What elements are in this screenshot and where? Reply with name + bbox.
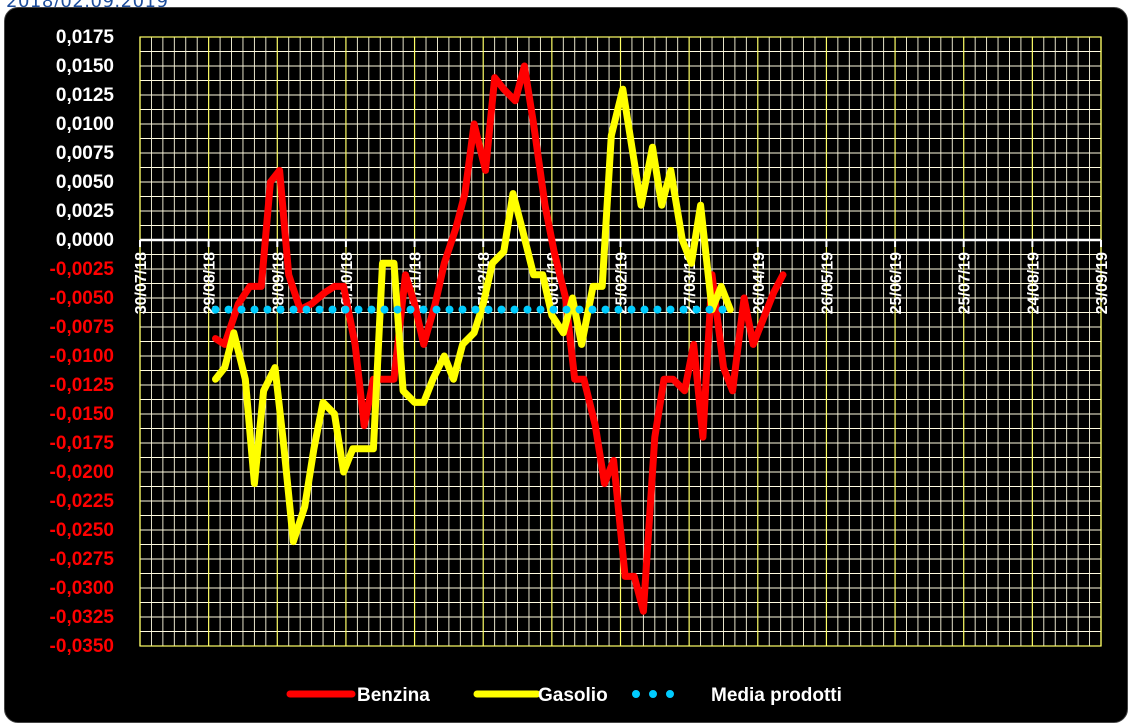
- x-tick-label: 25/02/19: [614, 252, 631, 314]
- y-tick-label: 0,0075: [56, 143, 115, 164]
- y-tick-label: -0,0300: [50, 578, 114, 599]
- y-tick-label: -0,0125: [50, 375, 115, 396]
- series-gasolio: [212, 85, 734, 546]
- y-tick-label: 0,0175: [56, 27, 115, 48]
- legend-label: Media prodotti: [711, 685, 842, 706]
- y-tick-label: 0,0150: [56, 56, 114, 77]
- y-tick-label: 0,0050: [56, 172, 114, 193]
- y-tick-label: -0,0050: [50, 288, 114, 309]
- y-axis-tick-labels: 0,0175 0,0150 0,0125 0,0100 0,0075 0,0050 0,00…: [50, 27, 115, 657]
- legend-label: Gasolio: [538, 685, 608, 706]
- x-tick-label: 26/05/19: [819, 252, 836, 314]
- y-tick-label: -0,0250: [50, 520, 114, 541]
- y-tick-label: 0,0000: [56, 230, 114, 251]
- y-tick-label: -0,0100: [50, 346, 114, 367]
- x-tick-label: 27/03/19: [682, 252, 699, 314]
- plot-border: [139, 36, 1102, 647]
- y-tick-label: 0,0100: [56, 114, 114, 135]
- x-tick-label: 24/08/19: [1025, 252, 1042, 314]
- y-tick-label: 0,0125: [56, 85, 115, 106]
- legend: Benzina Gasolio Media prodotti: [286, 685, 842, 706]
- x-tick-label: 30/07/18: [133, 252, 150, 314]
- x-tick-label: 28/09/18: [270, 252, 287, 314]
- x-tick-label: 26/04/19: [751, 252, 768, 314]
- zero-axis: [139, 238, 1102, 247]
- y-tick-label: -0,0275: [50, 549, 115, 570]
- y-tick-label: -0,0075: [50, 317, 115, 338]
- series-lines: [211, 62, 787, 615]
- y-tick-label: -0,0225: [50, 491, 115, 512]
- legend-label: Benzina: [357, 685, 430, 706]
- x-tick-label: 25/07/19: [957, 252, 974, 314]
- y-tick-label: -0,0200: [50, 462, 114, 483]
- y-tick-label: -0,0325: [50, 607, 115, 628]
- x-axis-tick-labels: 30/07/18 29/08/18 28/09/18 28/10/18 27/11/18…: [133, 252, 1111, 314]
- y-tick-label: -0,0175: [50, 433, 115, 454]
- series-benzina: [212, 62, 787, 615]
- y-tick-label: 0,0025: [56, 201, 115, 222]
- x-tick-label: 29/08/18: [202, 252, 219, 314]
- y-tick-label: -0,0350: [50, 636, 114, 657]
- x-tick-label: 25/06/19: [888, 252, 905, 314]
- y-tick-label: -0,0150: [50, 404, 114, 425]
- x-tick-label: 23/09/19: [1094, 252, 1111, 314]
- y-tick-label: -0,0025: [50, 259, 115, 280]
